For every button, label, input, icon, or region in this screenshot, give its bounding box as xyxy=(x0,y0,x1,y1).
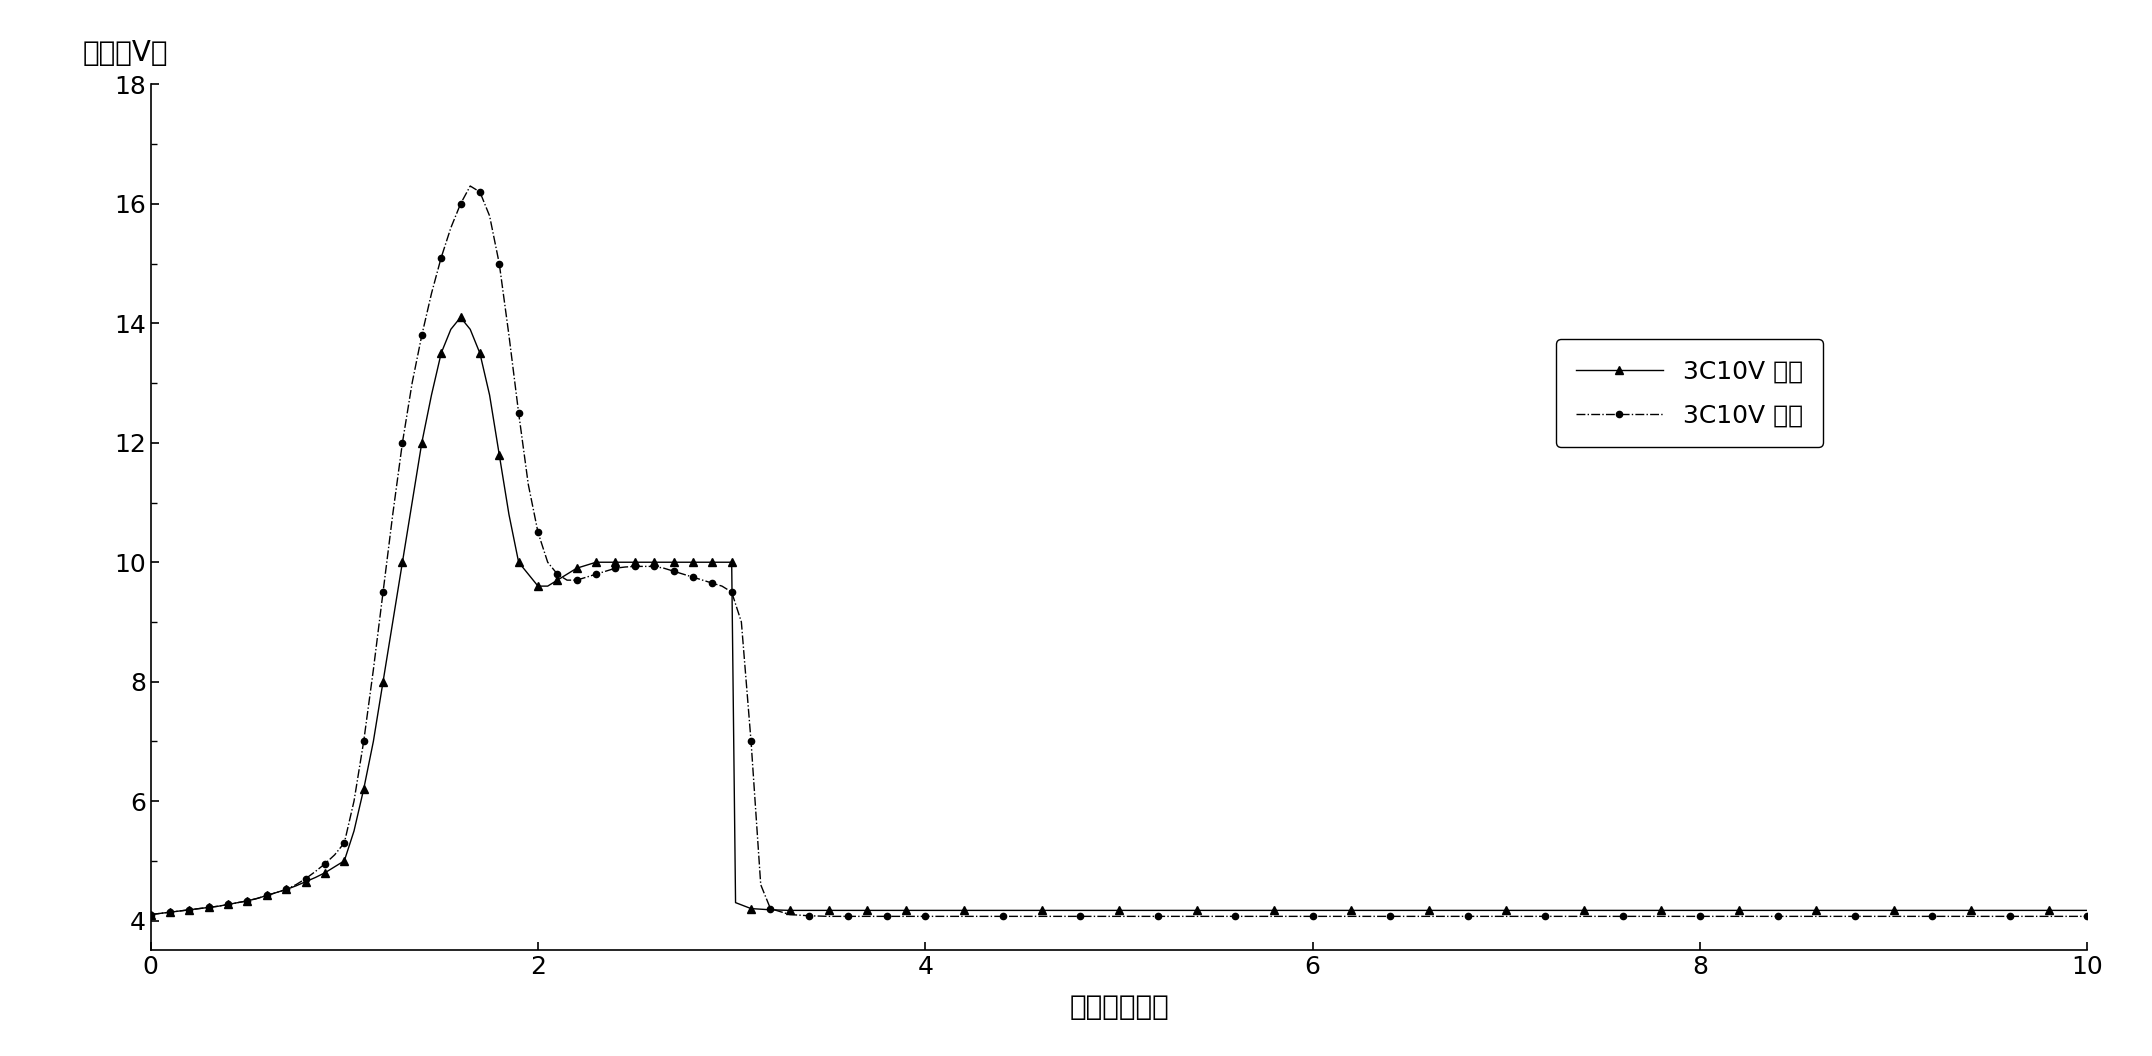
3C10V 过充 xyxy=(456,180,482,192)
Legend: 3C10V 过充, 3C10V 过充: 3C10V 过充, 3C10V 过充 xyxy=(1556,339,1823,448)
3C10V 过充 xyxy=(2075,904,2100,917)
3C10V 过充 xyxy=(323,861,349,873)
3C10V 过充 xyxy=(448,312,473,324)
3C10V 过充 xyxy=(1803,910,1829,923)
3C10V 过充 xyxy=(409,329,435,342)
3C10V 过充 xyxy=(1881,910,1907,923)
3C10V 过充 xyxy=(138,908,164,921)
X-axis label: 时间（分钟）: 时间（分钟） xyxy=(1070,993,1169,1021)
3C10V 过充 xyxy=(1261,904,1287,917)
3C10V 过充 xyxy=(138,908,164,921)
3C10V 过充 xyxy=(719,586,745,599)
Line: 3C10V 过充: 3C10V 过充 xyxy=(148,183,2090,920)
3C10V 过充 xyxy=(1571,904,1597,917)
3C10V 过充 xyxy=(816,910,841,923)
3C10V 过充 xyxy=(2075,910,2100,923)
3C10V 过充 xyxy=(1687,910,1713,923)
3C10V 过充 xyxy=(951,904,977,917)
3C10V 过充 xyxy=(351,782,377,795)
Y-axis label: 电压（V）: 电压（V） xyxy=(82,39,168,68)
Line: 3C10V 过充: 3C10V 过充 xyxy=(146,314,2092,919)
3C10V 过充 xyxy=(1765,910,1790,923)
3C10V 过充 xyxy=(592,555,620,568)
